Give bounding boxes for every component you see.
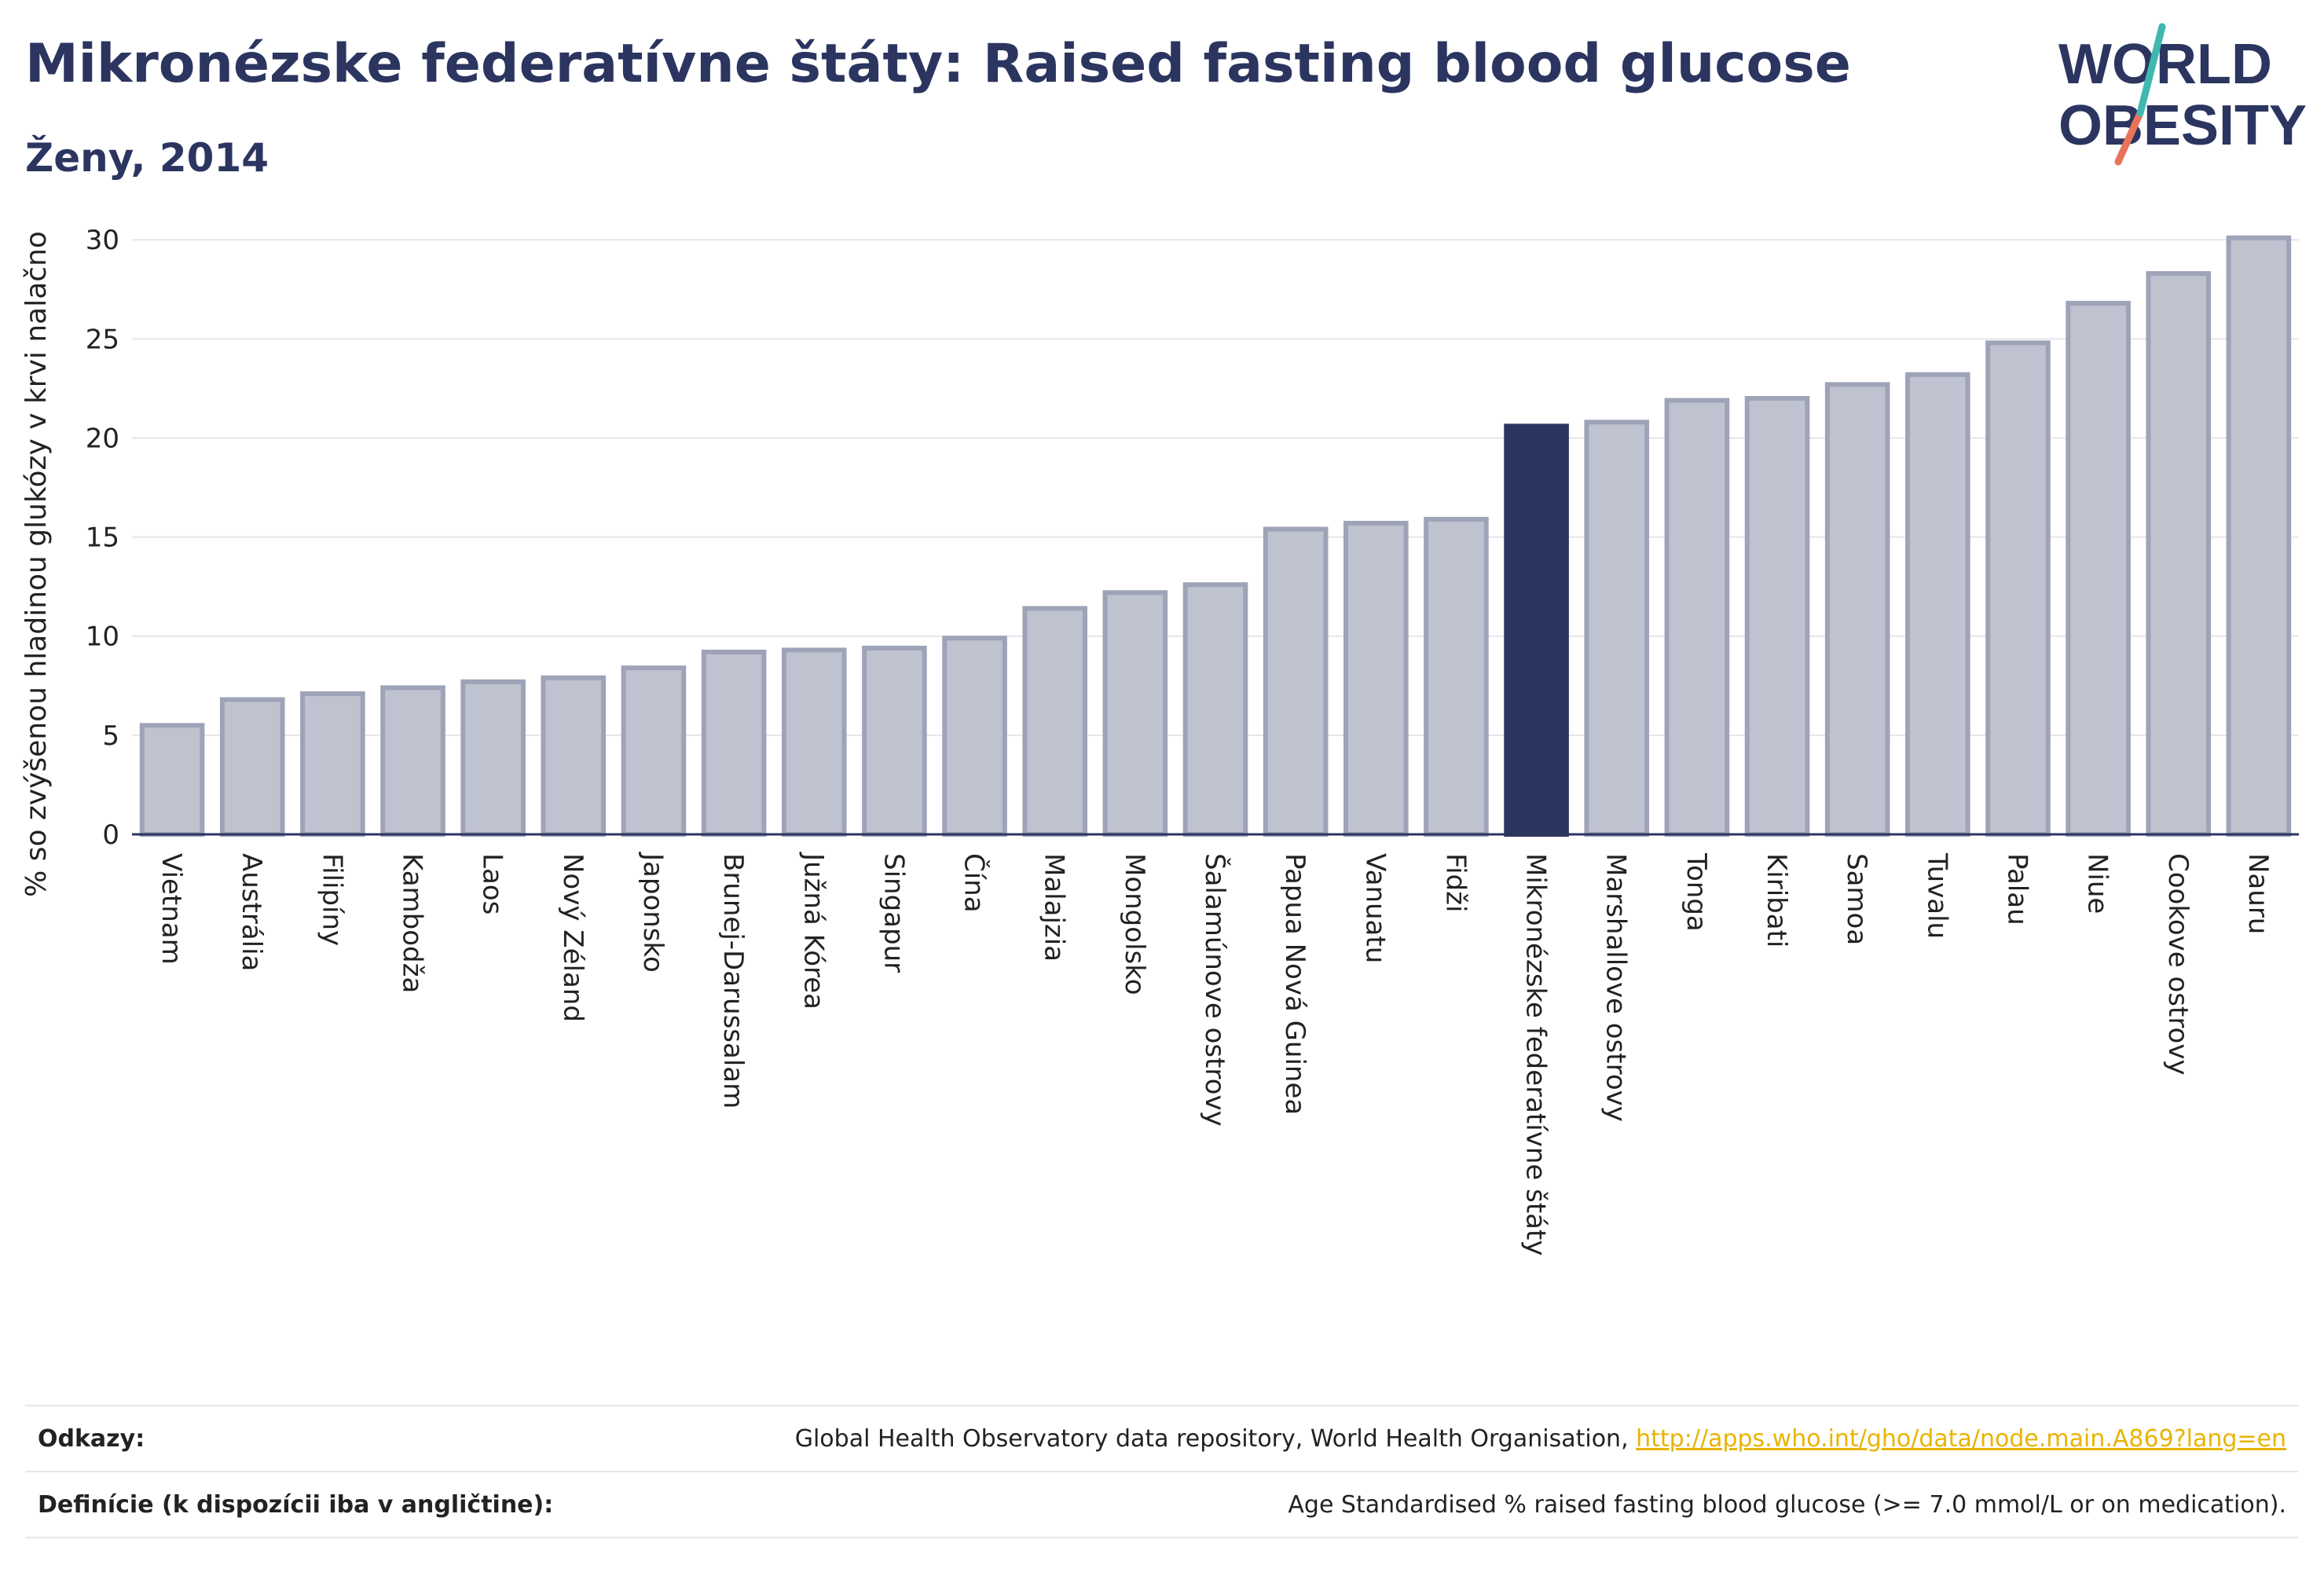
- bar: [139, 723, 205, 837]
- x-tick-label: Papua Nová Guinea: [1279, 853, 1310, 1115]
- y-tick-label: 20: [86, 423, 119, 454]
- bar: [1022, 606, 1088, 837]
- y-tick-label: 25: [86, 324, 119, 355]
- x-tick-label: Austrália: [236, 853, 267, 971]
- x-tick-label: Šalamúnove ostrovy: [1199, 853, 1231, 1127]
- x-tick-label: Mikronézske federatívne štáty: [1520, 853, 1552, 1255]
- bar: [1985, 340, 2051, 837]
- x-tick-label: Marshallove ostrovy: [1600, 853, 1632, 1122]
- x-tick-label: Samoa: [1841, 853, 1872, 945]
- logo-line1: WORLD: [2058, 33, 2272, 96]
- bar: [1664, 398, 1730, 837]
- bar: [1343, 520, 1409, 837]
- x-tick-layer: Vietnam Austrália Filipíny Kambodža Laos Nový…: [156, 852, 2274, 1255]
- definitions-row: Definície (k dispozícii iba v angličtine…: [25, 1471, 2299, 1538]
- bar: [1584, 420, 1650, 837]
- chart-title: Mikronézske federatívne štáty: Raised fa…: [25, 33, 1851, 95]
- bar: [1424, 516, 1489, 837]
- references-value: Global Health Observatory data repositor…: [795, 1425, 2299, 1453]
- x-tick-label: Kambodža: [397, 853, 428, 993]
- bar: [541, 675, 607, 837]
- bar-highlighted: [1504, 423, 1569, 837]
- bar-layer: [139, 235, 2292, 837]
- bar: [1263, 526, 1329, 837]
- bar: [862, 645, 927, 837]
- x-tick-label: Južná Kórea: [797, 852, 829, 1010]
- world-obesity-logo: WORLD OBESITY: [2058, 23, 2307, 166]
- y-tick-label: 0: [102, 819, 119, 851]
- x-tick-label: Vanuatu: [1359, 853, 1391, 963]
- footer: Odkazy: Global Health Observatory data r…: [25, 1405, 2299, 1538]
- y-tick-label: 10: [86, 621, 119, 653]
- definitions-value: Age Standardised % raised fasting blood …: [1288, 1490, 2286, 1519]
- x-tick-label: Niue: [2082, 853, 2113, 914]
- bar: [2066, 300, 2131, 837]
- x-tick-label: Palau: [2001, 853, 2033, 925]
- x-tick-label: Malajzia: [1039, 853, 1070, 962]
- logo-slash-upper: [2136, 23, 2166, 117]
- bar: [781, 647, 847, 837]
- y-tick-label: 15: [86, 522, 119, 554]
- bar-chart: 0 5 10 15 20 25 30 Vietnam Austrália Filipíny Kam…: [20, 225, 2299, 1255]
- bar: [380, 685, 445, 837]
- bar: [701, 649, 767, 837]
- x-tick-label: Nauru: [2242, 853, 2274, 934]
- logo-slash-lower: [2114, 109, 2144, 166]
- logo-line2: OBESITY: [2058, 94, 2307, 157]
- y-axis-label: % so zvýšenou hladinou glukózy v krvi na…: [20, 231, 53, 897]
- y-tick-layer: 0 5 10 15 20 25 30: [86, 225, 119, 851]
- x-tick-label: Vietnam: [156, 853, 187, 965]
- bar: [300, 691, 365, 837]
- x-tick-label: Tuvalu: [1921, 852, 1952, 939]
- y-tick-label: 30: [86, 225, 119, 256]
- bar: [1102, 590, 1168, 837]
- definitions-label: Definície (k dispozícii iba v angličtine…: [38, 1490, 554, 1519]
- references-link[interactable]: http://apps.who.int/gho/data/node.main.A…: [1636, 1424, 2286, 1453]
- references-label: Odkazy:: [38, 1424, 145, 1453]
- x-tick-label: Nový Zéland: [557, 853, 588, 1022]
- references-text: Global Health Observatory data repositor…: [794, 1424, 1637, 1453]
- bar: [2226, 235, 2292, 837]
- bar: [1182, 582, 1248, 837]
- bar: [942, 636, 1007, 837]
- x-tick-label: Tonga: [1681, 852, 1712, 932]
- x-tick-label: Japonsko: [637, 852, 669, 973]
- bar: [1905, 372, 1970, 837]
- x-tick-label: Fidži: [1439, 853, 1471, 912]
- x-tick-label: Singapur: [878, 853, 909, 973]
- x-tick-label: Filipíny: [316, 853, 347, 946]
- x-tick-label: Cookove ostrovy: [2162, 853, 2194, 1076]
- bar: [1824, 382, 1890, 837]
- y-tick-label: 5: [102, 720, 119, 752]
- bar: [621, 665, 687, 837]
- chart-subtitle: Ženy, 2014: [25, 135, 269, 181]
- x-tick-label: Brunej-Darussalam: [717, 853, 749, 1109]
- x-tick-label: Čína: [959, 853, 991, 913]
- references-row: Odkazy: Global Health Observatory data r…: [25, 1405, 2299, 1471]
- bar: [1744, 396, 1810, 837]
- bar: [219, 697, 285, 837]
- x-tick-label: Kiribati: [1761, 853, 1792, 947]
- bar: [460, 679, 526, 837]
- x-tick-label: Laos: [477, 853, 508, 914]
- bar: [2146, 271, 2212, 837]
- x-tick-label: Mongolsko: [1119, 853, 1150, 995]
